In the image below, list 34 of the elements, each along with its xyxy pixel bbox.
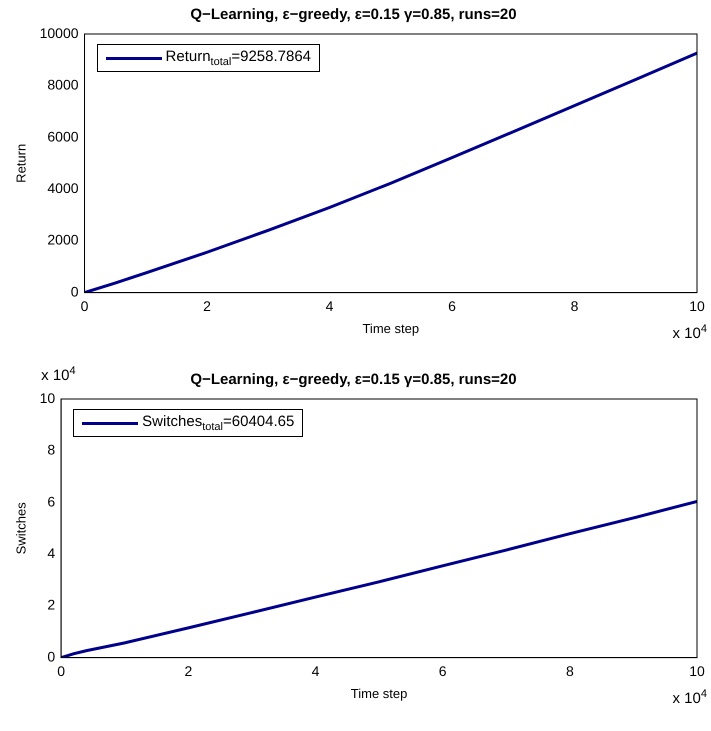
x-tick-label: 6 bbox=[448, 298, 456, 314]
legend-label: Switches$_{total}$=60404.65 bbox=[142, 413, 294, 433]
x-axis-title: Time step bbox=[350, 686, 408, 701]
x-axis-title: Time step bbox=[362, 320, 420, 336]
y-axis-title: Switches bbox=[13, 502, 28, 554]
x-tick-label: 10 bbox=[689, 662, 705, 679]
legend-label: Return$_{total}$=9258.7864 bbox=[166, 48, 312, 68]
y-tick-label: 10000 bbox=[40, 24, 79, 41]
y-tick-label: 4000 bbox=[47, 180, 79, 196]
x-tick-label: 6 bbox=[438, 662, 447, 679]
y-tick-label: 0 bbox=[70, 283, 79, 300]
text: x 10$^{4}$ bbox=[672, 322, 707, 342]
y-axis-title: Return bbox=[13, 144, 28, 183]
x-tick-label: 8 bbox=[570, 298, 579, 314]
y-tick-label: 10 bbox=[40, 390, 56, 406]
chart-title: Q−Learning, ε−greedy, ε=0.15 γ=0.85, runs=20 bbox=[190, 6, 517, 24]
x-tick-label: 10 bbox=[689, 298, 705, 314]
y-tick-label: 4 bbox=[47, 545, 56, 562]
y-tick-label: 6000 bbox=[47, 128, 79, 144]
x-tick-label: 2 bbox=[203, 298, 212, 314]
y-tick-label: 8000 bbox=[47, 76, 79, 93]
y-tick-label: 2000 bbox=[47, 232, 79, 248]
chart-title: Q−Learning, ε−greedy, ε=0.15 γ=0.85, runs=20 bbox=[190, 371, 517, 388]
y-tick-label: 2 bbox=[47, 596, 56, 613]
y-tick-label: 8 bbox=[47, 442, 56, 458]
x-tick-label: 4 bbox=[326, 298, 334, 314]
text: x 10$^{4}$ bbox=[41, 365, 76, 384]
x-tick-label: 2 bbox=[184, 662, 192, 679]
x-tick-label: 0 bbox=[80, 298, 89, 314]
y-tick-label: 6 bbox=[47, 493, 56, 510]
x-tick-label: 4 bbox=[312, 662, 320, 679]
x-tick-label: 8 bbox=[566, 662, 574, 679]
y-tick-label: 0 bbox=[47, 648, 56, 664]
text: x 10$^{4}$ bbox=[672, 688, 707, 707]
